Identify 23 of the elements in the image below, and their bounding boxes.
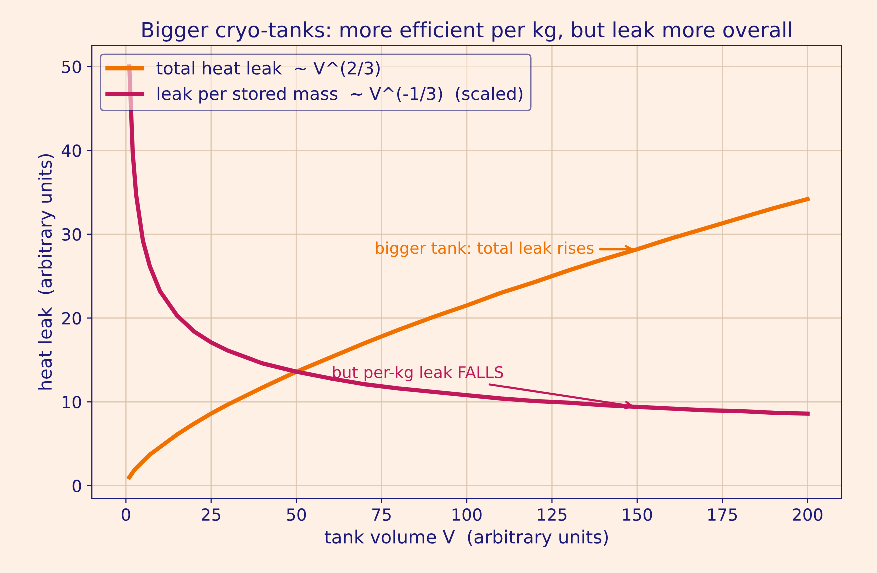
x-tick-label: 150 — [623, 508, 652, 522]
x-tick-label: 0 — [122, 508, 130, 522]
x-axis-title: tank volume V (arbitrary units) — [324, 530, 608, 548]
x-tick-label: 200 — [793, 508, 823, 522]
annotation: bigger tank: total leak rises — [376, 242, 594, 258]
x-tick-label: 50 — [287, 508, 306, 522]
y-tick-label: 50 — [62, 60, 82, 74]
y-tick-label: 10 — [62, 396, 82, 409]
annotation: but per-kg leak FALLS — [333, 366, 504, 382]
line-series — [127, 197, 810, 480]
legend-label: leak per stored mass ~ V^(-1/3) (scaled) — [158, 86, 523, 104]
x-tick-label: 25 — [202, 508, 221, 522]
legend-label: total heat leak ~ V^(2/3) — [156, 61, 380, 77]
y-axis-title: heat leak (arbitrary units) — [38, 154, 56, 390]
x-tick-label: 175 — [708, 508, 738, 522]
chart-title: Bigger cryo-tanks: more efficient per kg, but leak more overall — [142, 22, 792, 42]
x-tick-label: 125 — [538, 508, 567, 522]
y-tick-label: 20 — [62, 312, 82, 325]
x-tick-label: 100 — [452, 508, 482, 522]
y-tick-label: 30 — [62, 228, 82, 242]
y-tick-label: 40 — [62, 144, 82, 158]
y-tick-label: 0 — [72, 480, 82, 493]
x-tick-label: 75 — [372, 508, 391, 522]
